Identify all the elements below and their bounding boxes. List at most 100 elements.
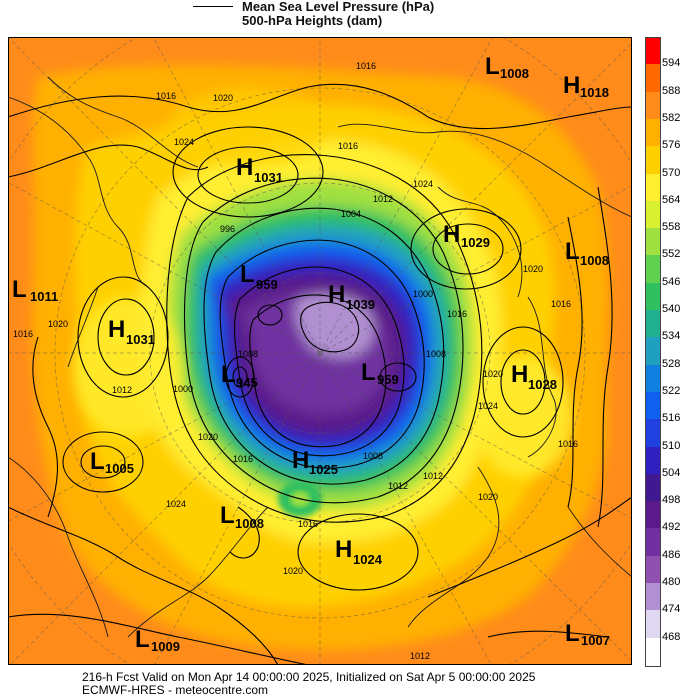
contour-label: 1016	[558, 439, 578, 449]
low-pressure-value: 1008	[235, 516, 264, 531]
colorbar-swatch	[645, 364, 661, 393]
contour-label: 1012	[388, 481, 408, 491]
colorbar-label: 540	[662, 303, 681, 316]
colorbar-label: 534	[662, 330, 681, 343]
low-pressure-value: 1005	[105, 461, 134, 476]
forecast-valid-text: 216-h Fcst Valid on Mon Apr 14 00:00:00 …	[82, 670, 536, 684]
colorbar-swatch	[645, 337, 661, 366]
high-pressure-value: 1029	[461, 235, 490, 250]
low-pressure-value: 1008	[580, 253, 609, 268]
low-pressure-value: 1011	[30, 289, 58, 304]
high-pressure-value: 1025	[309, 462, 338, 477]
colorbar-label: 546	[662, 275, 681, 288]
colorbar-label: 492	[662, 521, 681, 534]
contour-label: 1024	[478, 401, 498, 411]
isobars	[8, 83, 632, 665]
low-pressure-center: L	[12, 276, 27, 303]
contour-label: 996	[220, 224, 235, 234]
contour-label: 1016	[233, 454, 253, 464]
low-pressure-value: 1009	[151, 639, 180, 654]
colorbar-label: 504	[662, 466, 681, 479]
contour-label: 1024	[174, 137, 194, 147]
high-pressure-value: 1031	[254, 170, 283, 185]
colorbar-swatch	[645, 310, 661, 339]
contour-label: 1024	[413, 179, 433, 189]
contour-label: 1016	[551, 299, 571, 309]
map-frame	[8, 37, 632, 665]
low-pressure-center: L	[90, 448, 105, 475]
contour-label: 1012	[423, 471, 443, 481]
colorbar-swatch	[645, 419, 661, 448]
contour-label: 1020	[478, 492, 498, 502]
colorbar-swatch	[645, 173, 661, 202]
low-pressure-value: 945	[236, 375, 258, 390]
colorbar-swatch	[645, 637, 661, 667]
mslp-legend-line	[193, 6, 233, 7]
low-pressure-center: L	[565, 238, 580, 265]
legend-subtitle: 500-hPa Heights (dam)	[242, 13, 383, 28]
contour-label: 1008	[238, 349, 258, 359]
contour-label: 1016	[13, 329, 33, 339]
header: Mean Sea Level Pressure (hPa) 500-hPa He…	[0, 0, 681, 36]
contour-label: 1024	[166, 499, 186, 509]
colorbar-swatch	[645, 528, 661, 557]
model-source-text: ECMWF-HRES - meteocentre.com	[82, 683, 269, 697]
legend-title: Mean Sea Level Pressure (hPa)	[242, 0, 435, 14]
colorbar-label: 474	[662, 603, 681, 616]
high-pressure-value: 1024	[353, 552, 383, 567]
graticule	[8, 37, 632, 665]
colorbar-label: 564	[662, 193, 681, 206]
low-pressure-value: 1007	[581, 633, 610, 648]
contour-label: 1004	[341, 209, 361, 219]
colorbar-swatch	[645, 255, 661, 284]
high-pressure-center: H	[328, 281, 345, 308]
high-pressure-center: H	[563, 72, 580, 99]
colorbar-label: 528	[662, 357, 681, 370]
colorbar-label: 576	[662, 139, 681, 152]
colorbar-swatch	[645, 555, 661, 584]
colorbar-swatch	[645, 91, 661, 120]
low-pressure-center: L	[220, 502, 235, 529]
colorbar-label: 594	[662, 57, 681, 70]
high-pressure-value: 1018	[580, 85, 609, 100]
contour-label: 1020	[48, 319, 68, 329]
contour-label: 1000	[173, 384, 193, 394]
low-pressure-value: 959	[256, 277, 278, 292]
colorbar-label: 510	[662, 439, 681, 452]
colorbar-swatch	[645, 583, 661, 612]
contour-label: 1000	[413, 289, 433, 299]
colorbar-swatch	[645, 228, 661, 257]
contour-label: 1016	[338, 141, 358, 151]
low-pressure-value: 959	[377, 372, 399, 387]
contour-label: 1020	[523, 264, 543, 274]
high-pressure-center: H	[108, 316, 125, 343]
colorbar-label: 468	[662, 630, 681, 643]
contour-label: 1012	[410, 651, 430, 661]
colorbar-swatch	[645, 200, 661, 229]
colorbar-label: 486	[662, 548, 681, 561]
low-pressure-value: 1008	[500, 66, 529, 81]
contour-label: 1016	[356, 61, 376, 71]
contour-label: 1012	[112, 385, 132, 395]
high-pressure-center: H	[335, 536, 352, 563]
contour-label: 1016	[447, 309, 467, 319]
low-pressure-center: L	[565, 620, 580, 647]
field-564-west	[73, 297, 183, 437]
colorbar-swatch	[645, 118, 661, 147]
colorbar-label: 522	[662, 384, 681, 397]
colorbar-swatch	[645, 282, 661, 311]
contour-label: 1012	[373, 194, 393, 204]
high-pressure-value: 1028	[528, 377, 557, 392]
colorbar-swatch	[645, 473, 661, 502]
contour-label: 1016	[298, 519, 318, 529]
contour-label: 1020	[483, 369, 503, 379]
contour-labels: 1016 1020 1024 1016 1024 1012 1004 996 1…	[13, 61, 578, 661]
contour-label: 1008	[426, 349, 446, 359]
low-pressure-center: L	[221, 361, 236, 388]
colorbar-label: 480	[662, 576, 681, 589]
colorbar-swatch	[645, 610, 661, 639]
colorbar-label: 588	[662, 84, 681, 97]
high-pressure-center: H	[443, 221, 460, 248]
field-564-east	[473, 357, 573, 477]
colorbar-swatch	[645, 446, 661, 475]
